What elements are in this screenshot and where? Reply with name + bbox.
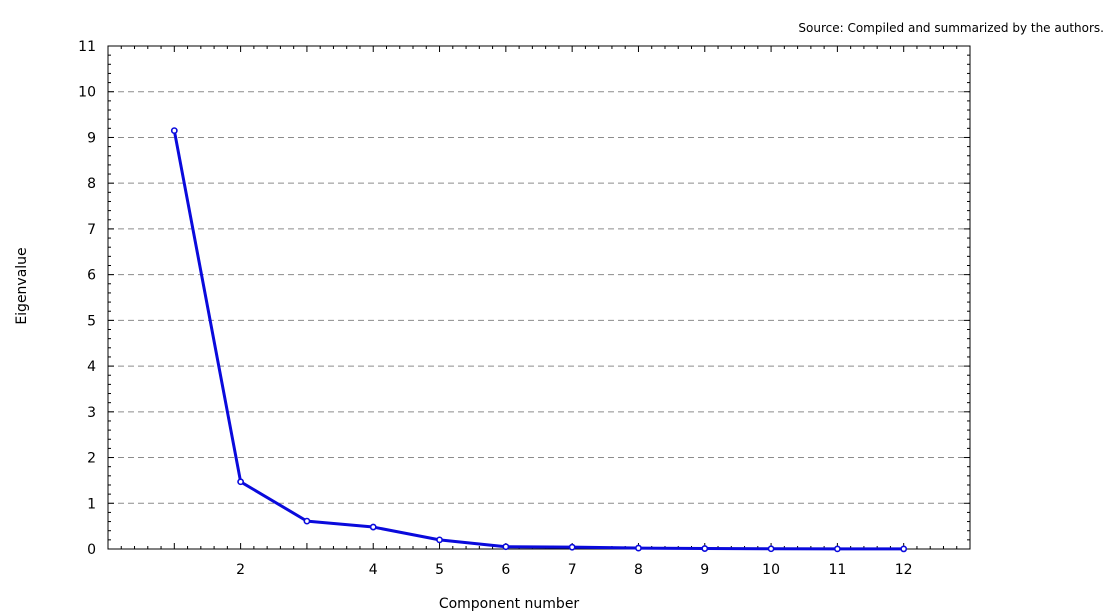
y-tick-label-8: 8 [87, 176, 96, 192]
data-point-5 [436, 536, 443, 544]
plot-frame [107, 45, 971, 550]
y-tick-label-11: 11 [78, 39, 96, 55]
y-tick-label-3: 3 [87, 405, 96, 421]
data-point-2 [237, 478, 245, 486]
series-layer [170, 127, 908, 553]
x-tick-label-6: 6 [501, 562, 510, 578]
data-point-9 [701, 545, 709, 552]
x-tick-label-2: 2 [236, 562, 245, 578]
data-point-8 [635, 544, 642, 552]
source-note: Source: Compiled and summarized by the a… [798, 21, 1104, 35]
data-point-4 [369, 523, 377, 531]
data-point-7 [568, 543, 576, 551]
data-point-10 [767, 545, 775, 553]
data-point-6 [502, 543, 510, 551]
y-tick-label-0: 0 [87, 542, 96, 558]
x-axis-label: Component number [438, 596, 580, 612]
y-tick-label-4: 4 [87, 359, 96, 375]
series-line-0 [172, 130, 904, 551]
y-tick-label-9: 9 [87, 130, 96, 146]
y-tick-label-7: 7 [87, 222, 96, 238]
x-tick-label-7: 7 [568, 562, 577, 578]
data-point-1 [170, 127, 178, 134]
x-tick-label-5: 5 [435, 562, 444, 578]
data-point-12 [900, 545, 908, 553]
x-tick-label-11: 11 [828, 562, 846, 578]
x-tick-label-9: 9 [700, 562, 709, 578]
y-tick-label-6: 6 [87, 268, 96, 284]
x-tick-label-10: 10 [762, 562, 780, 578]
x-tick-label-4: 4 [369, 562, 378, 578]
y-tick-label-1: 1 [87, 496, 96, 512]
grid-layer [108, 91, 970, 504]
y-tick-label-10: 10 [78, 85, 96, 101]
data-point-3 [303, 517, 311, 525]
y-tick-label-5: 5 [87, 313, 96, 329]
data-point-11 [833, 545, 841, 553]
x-tick-label-12: 12 [895, 562, 913, 578]
x-tick-label-8: 8 [634, 562, 643, 578]
y-tick-label-2: 2 [87, 451, 96, 467]
